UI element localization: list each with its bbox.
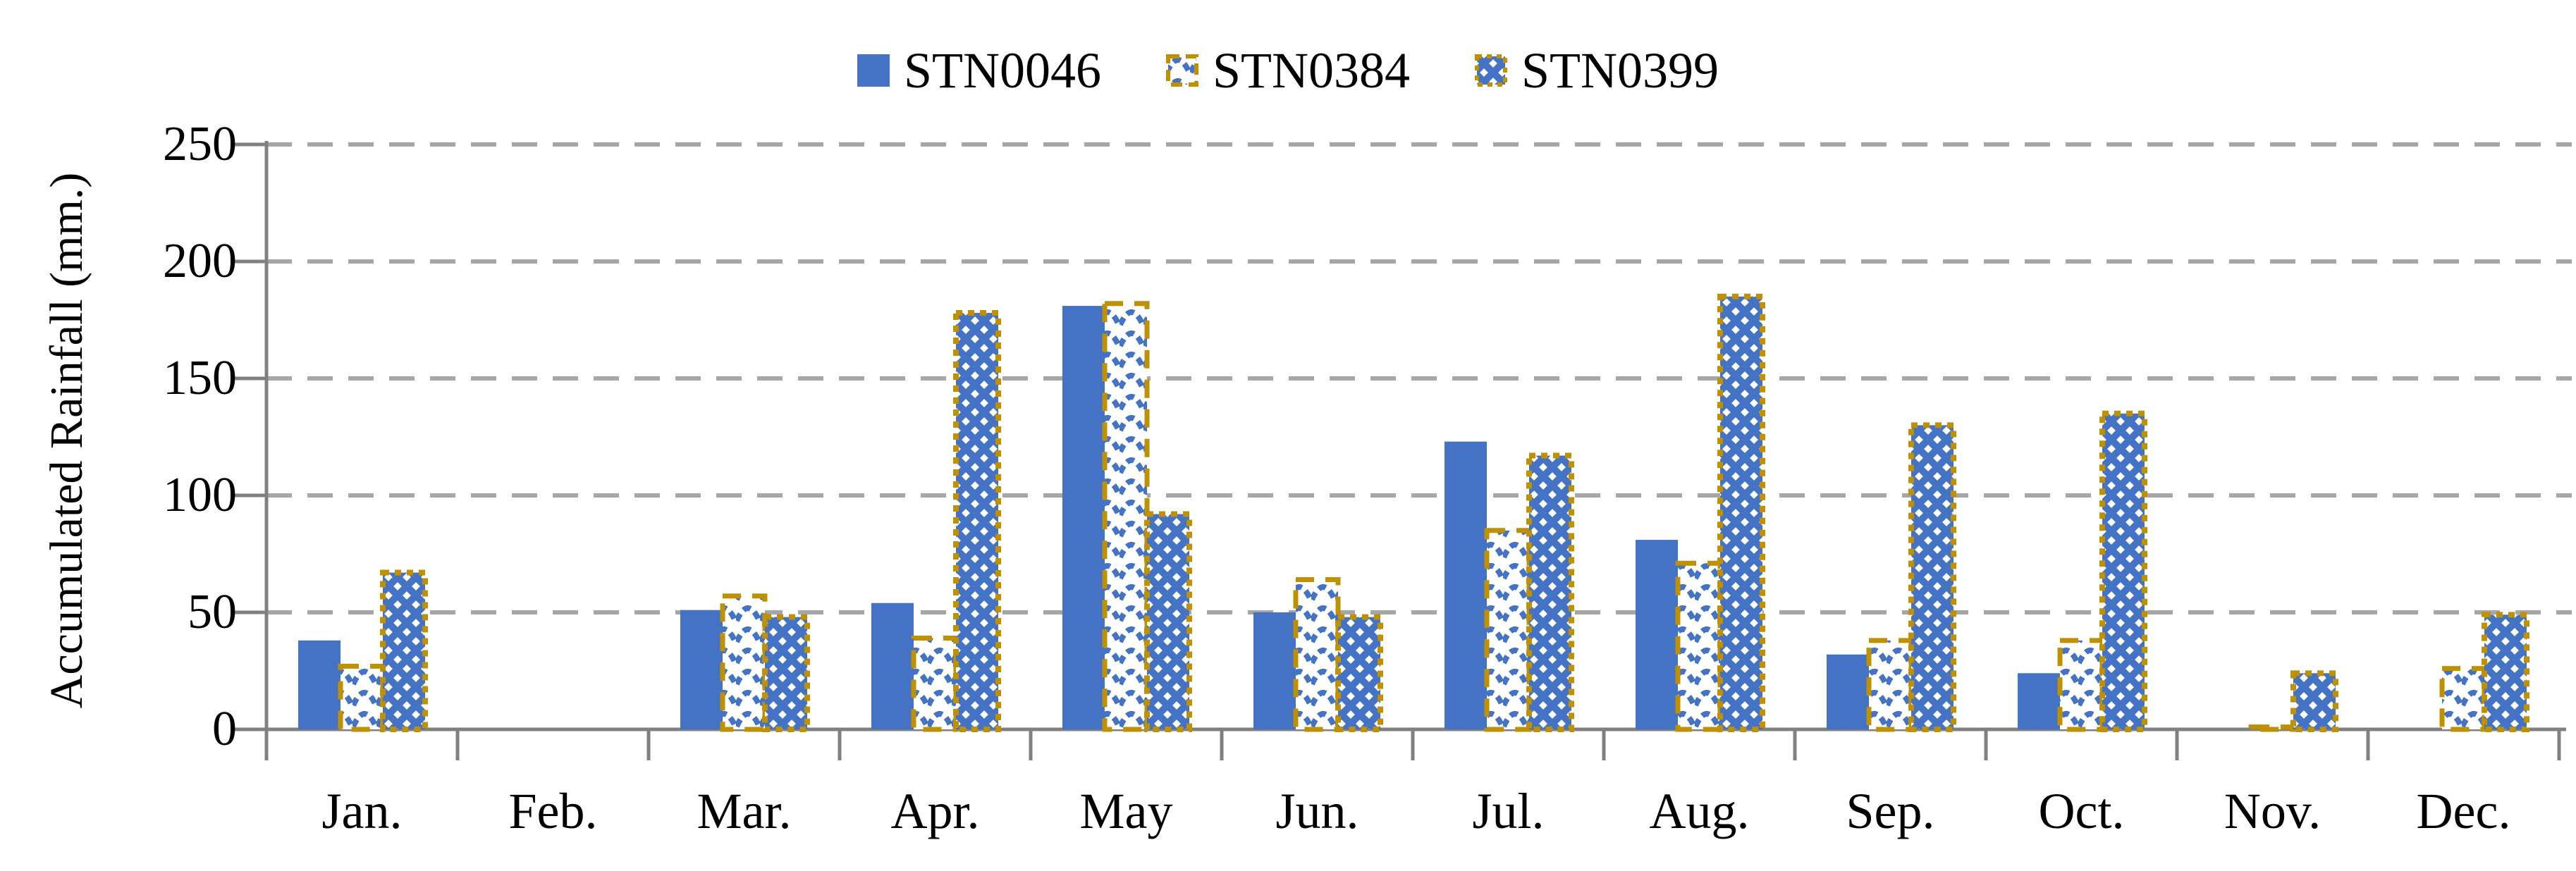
bar-STN0046-Mar.[interactable]: [680, 610, 723, 729]
bar-STN0399-May[interactable]: [1144, 511, 1192, 732]
bar-STN0399-Jun.[interactable]: [1335, 614, 1383, 733]
bar-STN0384-Dec.[interactable]: [2439, 666, 2487, 732]
y-tick-label-250: 250: [163, 117, 237, 171]
x-tick-label-Feb: Feb.: [508, 783, 598, 839]
bar-STN0384-Mar.[interactable]: [720, 593, 768, 732]
bar-STN0046-Aug.[interactable]: [1636, 540, 1678, 729]
bar-STN0046-Jun.[interactable]: [1253, 612, 1296, 729]
bar-STN0384-Jun.[interactable]: [1293, 577, 1341, 732]
bar-STN0399-Nov.[interactable]: [2290, 670, 2338, 733]
bar-STN0046-Sep.[interactable]: [1827, 654, 1869, 729]
bar-STN0046-Oct.[interactable]: [2018, 673, 2060, 729]
bar-STN0399-Sep.[interactable]: [1908, 422, 1956, 732]
x-tick-label-Nov: Nov.: [2224, 783, 2322, 839]
plot-area: [233, 141, 2572, 760]
bar-STN0399-Jul.[interactable]: [1526, 452, 1574, 732]
y-tick-label-200: 200: [163, 234, 237, 288]
y-tick-label-50: 50: [188, 585, 237, 639]
bar-STN0399-Apr.[interactable]: [953, 310, 1001, 733]
x-tick-label-Sep: Sep.: [1846, 783, 1935, 839]
bar-STN0399-Aug.[interactable]: [1717, 293, 1765, 733]
legend-label: STN0046: [903, 42, 1101, 99]
x-tick-label-Apr: Apr.: [890, 783, 980, 839]
x-tick-label-Aug: Aug.: [1649, 783, 1750, 839]
x-tick-label-Jul: Jul.: [1472, 783, 1545, 839]
y-tick-label-100: 100: [163, 468, 237, 522]
bar-STN0384-Jan.[interactable]: [338, 663, 386, 732]
legend-label: STN0399: [1521, 42, 1719, 99]
bar-STN0384-Nov.[interactable]: [2248, 724, 2296, 732]
legend-swatch-wave-icon: [1165, 54, 1198, 87]
bar-STN0384-Jul.[interactable]: [1484, 528, 1532, 732]
bar-STN0399-Dec.[interactable]: [2482, 612, 2529, 732]
legend-item-stn0384[interactable]: STN0384: [1165, 42, 1411, 99]
bar-STN0046-Apr.[interactable]: [871, 603, 914, 729]
bar-STN0399-Jan.[interactable]: [380, 569, 428, 732]
legend-label: STN0384: [1212, 42, 1411, 99]
legend-swatch-diamond-icon: [1475, 54, 1508, 87]
bar-STN0384-Apr.[interactable]: [911, 636, 959, 732]
x-tick-label-Mar: Mar.: [697, 783, 792, 839]
x-tick-label-Dec: Dec.: [2416, 783, 2511, 839]
bar-STN0384-May[interactable]: [1102, 301, 1150, 732]
bar-STN0046-Jan.[interactable]: [298, 640, 341, 729]
legend-swatch-solid-icon: [857, 54, 890, 87]
bar-STN0399-Mar.[interactable]: [762, 614, 810, 733]
bar-STN0384-Aug.[interactable]: [1675, 560, 1723, 732]
bar-STN0046-Jul.[interactable]: [1445, 441, 1487, 729]
legend-item-stn0046[interactable]: STN0046: [857, 45, 1101, 96]
bar-STN0384-Oct.[interactable]: [2057, 638, 2105, 732]
chart-legend: STN0046 STN0384 STN0399: [0, 28, 2576, 113]
y-tick-label-0: 0: [212, 702, 237, 756]
x-tick-label-Jun: Jun.: [1275, 783, 1359, 839]
bar-STN0399-Oct.[interactable]: [2099, 410, 2147, 732]
x-tick-label-May: May: [1079, 783, 1173, 839]
y-tick-label-150: 150: [163, 351, 237, 405]
bar-STN0384-Sep.[interactable]: [1866, 638, 1914, 732]
x-tick-label-Oct: Oct.: [2038, 783, 2125, 839]
x-tick-label-Jan: Jan.: [321, 783, 403, 839]
legend-item-stn0399[interactable]: STN0399: [1475, 45, 1719, 96]
bar-STN0046-May[interactable]: [1062, 306, 1105, 729]
